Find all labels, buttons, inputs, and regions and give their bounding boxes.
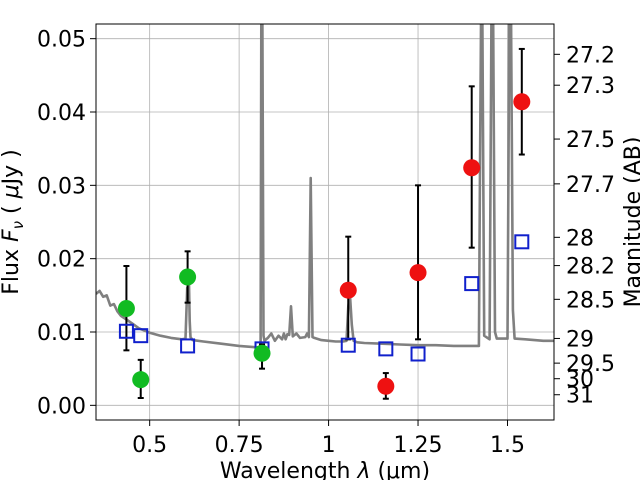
model-square	[340, 337, 356, 353]
spectrum-layer	[96, 24, 554, 349]
y2-tick-label: 27.7	[566, 173, 615, 198]
y2-tick-label: 28	[566, 226, 594, 251]
y2-tick-label: 28.2	[566, 255, 615, 280]
data-point	[339, 281, 357, 299]
x-tick-label: 1	[322, 433, 336, 458]
y-tick-label: 0.00	[37, 394, 86, 419]
model-square	[378, 341, 394, 357]
x-tick-label: 1.5	[490, 433, 525, 458]
x-axis-ticks: 0.5 0.75 1 1.25 1.5	[132, 420, 525, 458]
y2-tick-label: 27.2	[566, 43, 615, 68]
y2-axis-label: Magnitude (AB)	[621, 137, 640, 308]
model-square	[180, 338, 196, 354]
x-axis-label: Wavelength λ (μm)	[220, 459, 430, 480]
y2-tick-label: 28.5	[566, 288, 615, 313]
model-square	[133, 328, 149, 344]
data-point	[463, 159, 481, 177]
y2-tick-label: 27.3	[566, 74, 615, 99]
model-photometry-layer	[118, 234, 530, 362]
y-tick-label: 0.01	[37, 321, 86, 346]
data-point	[132, 371, 150, 389]
data-point	[253, 344, 271, 362]
model-square	[410, 346, 426, 362]
y2-tick-label: 31	[566, 384, 594, 409]
detections-layer	[117, 93, 531, 395]
data-point	[513, 93, 531, 111]
model-square	[464, 276, 480, 292]
data-point	[179, 268, 197, 286]
y2-tick-label: 27.5	[566, 128, 615, 153]
plot-area	[96, 24, 554, 420]
y-tick-label: 0.02	[37, 248, 86, 273]
model-square	[118, 323, 134, 339]
data-point	[117, 300, 135, 318]
data-point	[377, 377, 395, 395]
y-tick-label: 0.05	[37, 28, 86, 53]
model-square	[514, 234, 530, 250]
y-tick-label: 0.04	[37, 101, 86, 126]
plot-frame	[95, 23, 555, 421]
data-point	[409, 264, 427, 282]
x-tick-label: 1.25	[394, 433, 443, 458]
y2-tick-label: 29.5	[566, 352, 615, 377]
x-tick-label: 0.75	[215, 433, 264, 458]
y-tick-label: 0.03	[37, 174, 86, 199]
y2-tick-label: 30	[566, 368, 594, 393]
spectrum-line	[96, 24, 554, 349]
x-tick-label: 0.5	[132, 433, 167, 458]
y2-tick-label: 29	[566, 327, 594, 352]
y-axis-ticks: 0.00 0.01 0.02 0.03 0.04 0.05	[37, 28, 96, 419]
y-axis-label: Flux Fν ( μJy )	[0, 149, 27, 294]
